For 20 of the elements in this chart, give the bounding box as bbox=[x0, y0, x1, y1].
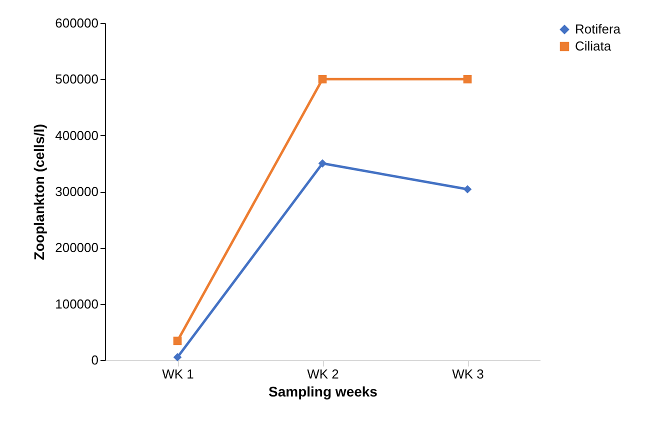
y-tick-label: 100000 bbox=[55, 296, 98, 312]
y-tick-label: 400000 bbox=[55, 128, 98, 143]
y-tick-label: 500000 bbox=[55, 72, 98, 87]
point bbox=[318, 74, 327, 84]
legend-label: Ciliata bbox=[575, 38, 612, 54]
point bbox=[463, 74, 472, 84]
y-axis-title: Zooplankton (cells/l) bbox=[31, 124, 48, 260]
x-axis-title: Sampling weeks bbox=[268, 384, 378, 400]
point bbox=[318, 159, 327, 168]
legend-label: Rotifera bbox=[575, 22, 622, 36]
point bbox=[173, 336, 182, 346]
y-tick-label: 200000 bbox=[55, 240, 98, 256]
y-tick-label: 600000 bbox=[55, 16, 98, 30]
x-tick-label: WK 1 bbox=[162, 366, 194, 382]
x-tick-label: WK 3 bbox=[452, 366, 484, 382]
y-tick-label: 300000 bbox=[55, 184, 98, 199]
y-tick-label: 0 bbox=[91, 352, 98, 368]
x-tick-label: WK 2 bbox=[307, 366, 339, 382]
point bbox=[463, 185, 472, 194]
point bbox=[173, 353, 182, 362]
